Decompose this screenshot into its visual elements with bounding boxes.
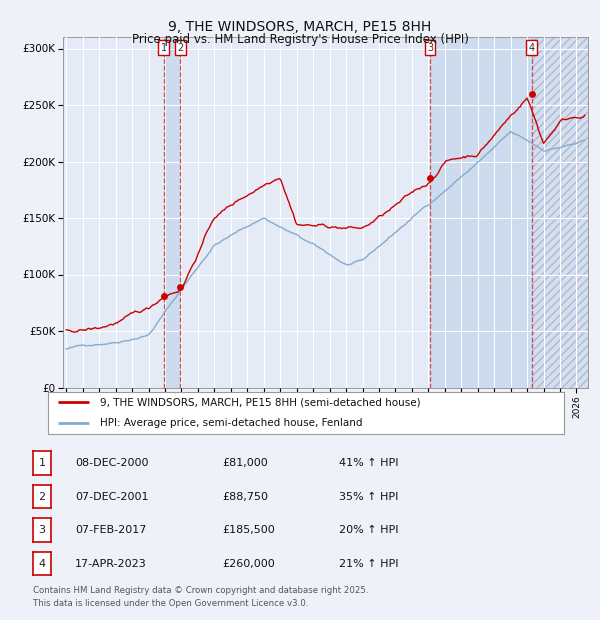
Bar [532,37,593,387]
Text: £81,000: £81,000 [222,458,268,468]
Text: 41% ↑ HPI: 41% ↑ HPI [339,458,398,468]
Text: 9, THE WINDSORS, MARCH, PE15 8HH: 9, THE WINDSORS, MARCH, PE15 8HH [169,20,431,34]
Text: 3: 3 [38,525,46,535]
Text: 20% ↑ HPI: 20% ↑ HPI [339,525,398,535]
Text: 07-DEC-2001: 07-DEC-2001 [75,492,149,502]
Text: Price paid vs. HM Land Registry's House Price Index (HPI): Price paid vs. HM Land Registry's House … [131,33,469,46]
Text: 9, THE WINDSORS, MARCH, PE15 8HH (semi-detached house): 9, THE WINDSORS, MARCH, PE15 8HH (semi-d… [100,397,420,407]
Text: HPI: Average price, semi-detached house, Fenland: HPI: Average price, semi-detached house,… [100,418,362,428]
Text: 17-APR-2023: 17-APR-2023 [75,559,147,569]
Text: 1: 1 [38,458,46,468]
Text: 2: 2 [177,43,184,53]
Text: £260,000: £260,000 [222,559,275,569]
Bar [430,37,532,387]
Text: 1: 1 [161,43,167,53]
Bar [164,37,181,387]
Text: 35% ↑ HPI: 35% ↑ HPI [339,492,398,502]
Text: 21% ↑ HPI: 21% ↑ HPI [339,559,398,569]
Text: 4: 4 [38,559,46,569]
Bar [532,37,593,387]
Text: £88,750: £88,750 [222,492,268,502]
Text: 07-FEB-2017: 07-FEB-2017 [75,525,146,535]
Text: Contains HM Land Registry data © Crown copyright and database right 2025.
This d: Contains HM Land Registry data © Crown c… [33,586,368,608]
Text: 2: 2 [38,492,46,502]
Text: 3: 3 [427,43,433,53]
Text: 4: 4 [529,43,535,53]
Text: £185,500: £185,500 [222,525,275,535]
Text: 08-DEC-2000: 08-DEC-2000 [75,458,149,468]
